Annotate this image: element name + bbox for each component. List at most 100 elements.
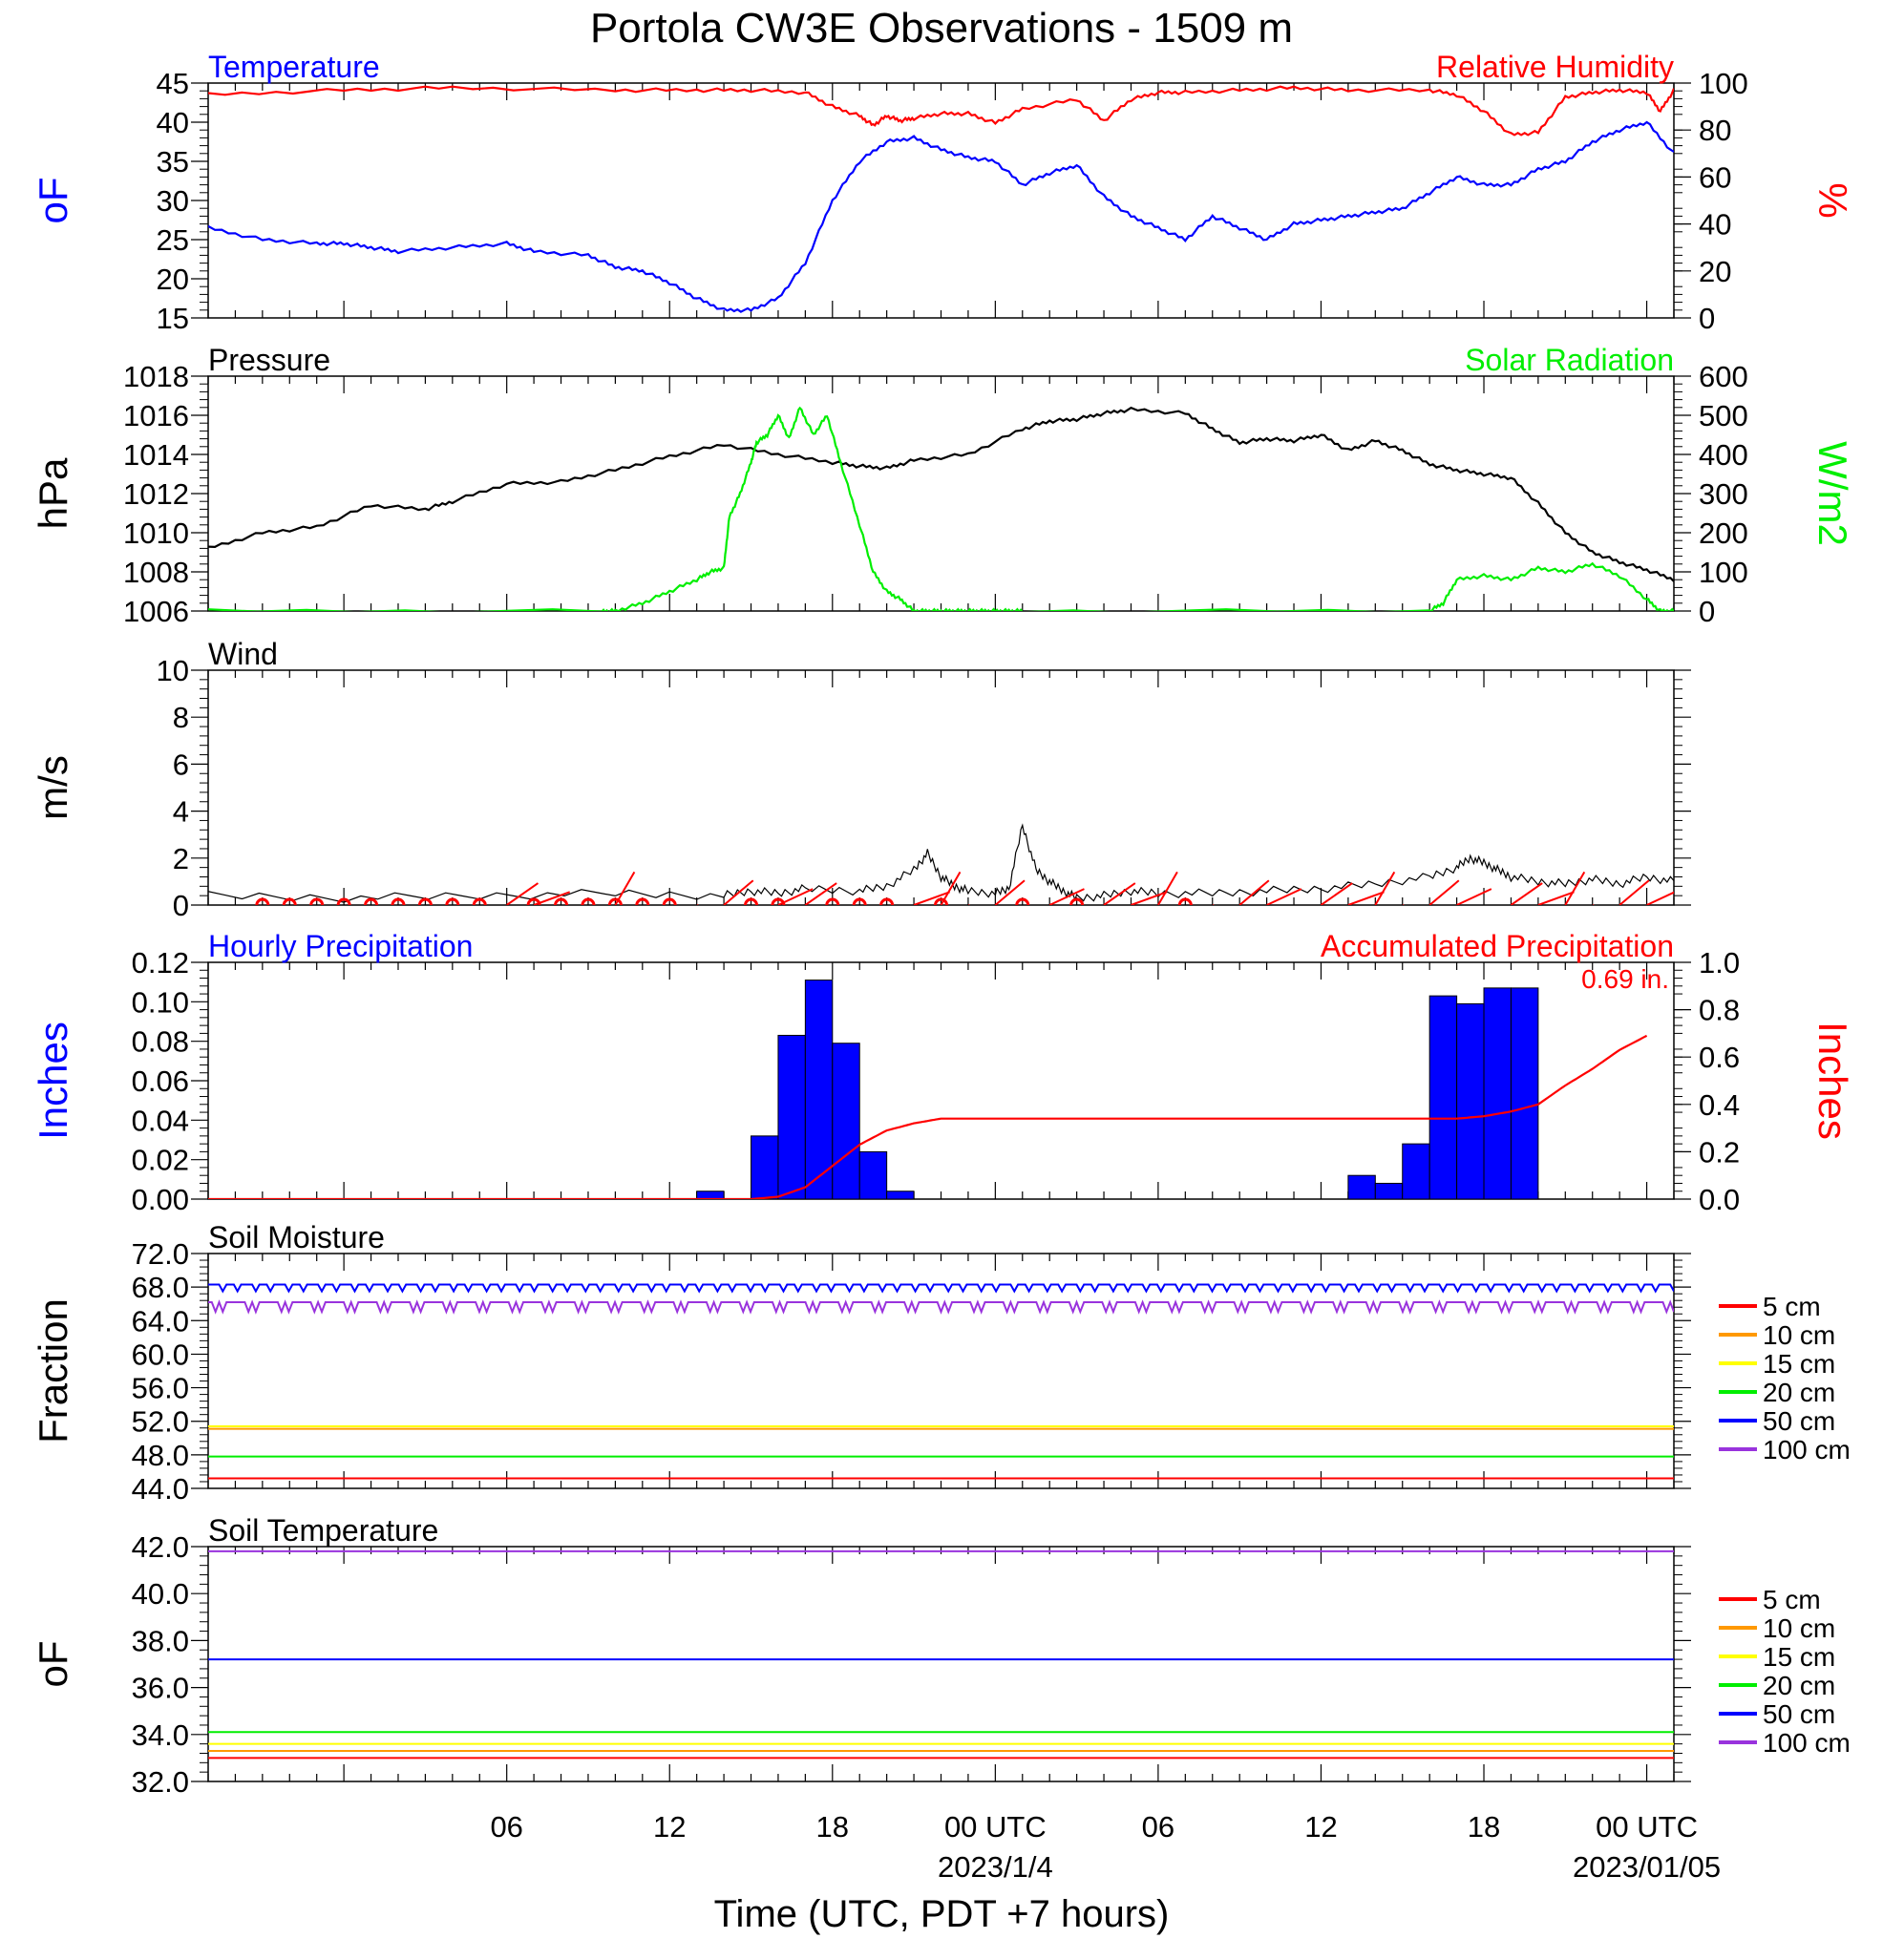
wind-barb: [506, 882, 540, 905]
x-tick-sublabel: 2023/1/4: [938, 1850, 1053, 1884]
legend-label: 20 cm: [1763, 1671, 1835, 1700]
legend-label: 5 cm: [1763, 1585, 1821, 1614]
precip-bar: [1374, 1182, 1404, 1199]
wind-barb: [1131, 891, 1168, 905]
calm-wind-marker: [472, 897, 487, 905]
y-tick-label-left: 1012: [123, 477, 189, 511]
precip-bar: [1428, 995, 1458, 1199]
y-tick-label-left: 1016: [123, 399, 189, 432]
y-axis-label-left: Fraction: [31, 1298, 75, 1444]
plot-frame: [207, 82, 1675, 319]
calm-wind-marker: [662, 897, 677, 905]
precip-bar: [1483, 987, 1512, 1199]
y-tick-label-left: 0.04: [132, 1104, 189, 1137]
calm-wind-marker: [1069, 897, 1085, 905]
wind-barb: [994, 879, 1026, 905]
wind-barb: [1347, 891, 1385, 905]
series-line: [208, 120, 1674, 313]
series-line: [208, 406, 1674, 582]
calm-wind-marker: [852, 897, 867, 905]
y-tick-label-right: 600: [1699, 360, 1748, 393]
wind-barb: [1537, 891, 1575, 905]
x-axis: 06 12 18 00 UTC 2023/1/4 06 12 18 00 UTC 2023/01/…: [490, 1810, 1721, 1884]
wind-barb: [1103, 882, 1136, 905]
panel-title-left: Hourly Precipitation: [208, 929, 473, 963]
y-tick-label-right: 60: [1699, 160, 1731, 194]
y-axis-label-left: oF: [31, 1640, 75, 1687]
wind-panel: 0 2 4 6 8 10 Wind m/s: [31, 637, 1691, 922]
y-tick-label-left: 0.06: [132, 1064, 189, 1098]
y-tick-label-left: 32.0: [132, 1765, 189, 1799]
panel-title-right: Relative Humidity: [1436, 50, 1674, 84]
panel-title-left: Temperature: [208, 50, 380, 84]
plot-frame: [207, 669, 1675, 906]
y-tick-label-right: 80: [1699, 114, 1731, 147]
calm-wind-marker: [417, 897, 433, 905]
precip-bar: [1456, 1002, 1485, 1199]
y-tick-label-left: 60.0: [132, 1338, 189, 1371]
wind-barb: [1564, 871, 1586, 905]
calm-wind-marker: [825, 897, 840, 905]
x-tick-label: 00 UTC: [1596, 1810, 1698, 1844]
wind-barb: [967, 904, 970, 905]
wind-barb: [1428, 879, 1460, 905]
y-tick-label-left: 10: [157, 654, 189, 687]
pressure-solar-panel: 1006 1008 1010 1012 1014 1016 1018 0 100 200 300 40…: [31, 343, 1855, 628]
y-tick-label-left: 40.0: [132, 1577, 189, 1611]
precip-bar: [777, 1034, 806, 1199]
wind-barb: [804, 882, 837, 905]
y-tick-label-left: 64.0: [132, 1304, 189, 1338]
y-tick-label-left: 0.10: [132, 985, 189, 1019]
y-tick-label-right: 1.0: [1699, 946, 1740, 980]
y-tick-label-left: 42.0: [132, 1530, 189, 1564]
y-tick-label-left: 25: [157, 223, 189, 257]
y-tick-label-left: 6: [173, 748, 189, 781]
x-axis-label: Time (UTC, PDT +7 hours): [714, 1893, 1170, 1935]
accumulated-total-annotation: 0.69 in.: [1581, 964, 1669, 994]
plot-frame: [207, 1253, 1675, 1489]
wind-barb: [1266, 888, 1302, 905]
y-axis-label-left: m/s: [31, 755, 75, 820]
precip-bar: [804, 980, 834, 1199]
plot-area: [208, 980, 1648, 1199]
wind-barb: [533, 891, 571, 905]
wind-barb: [1212, 904, 1215, 905]
wind-barb: [1510, 882, 1543, 905]
y-tick-label-left: 35: [157, 145, 189, 179]
series-line: [208, 823, 1674, 903]
legend-label: 20 cm: [1763, 1378, 1835, 1407]
y-tick-label-left: 36.0: [132, 1672, 189, 1705]
y-tick-label-left: 0.08: [132, 1025, 189, 1059]
legend-label: 100 cm: [1763, 1435, 1851, 1465]
calm-wind-marker: [1015, 897, 1030, 905]
precip-bar: [886, 1191, 915, 1199]
y-tick-label-left: 1010: [123, 516, 189, 550]
precip-bar: [696, 1191, 725, 1199]
y-tick-label-left: 72.0: [132, 1237, 189, 1271]
y-tick-label-left: 15: [157, 302, 189, 335]
y-tick-label-left: 68.0: [132, 1271, 189, 1304]
legend-label: 50 cm: [1763, 1406, 1835, 1436]
wind-barb: [723, 879, 754, 905]
y-axis-label-left: oF: [31, 177, 75, 223]
x-tick-label: 18: [816, 1810, 849, 1844]
series-line: [208, 1299, 1674, 1315]
wind-barb: [1320, 882, 1353, 905]
y-tick-label-left: 30: [157, 184, 189, 218]
calm-wind-marker: [255, 897, 270, 905]
precip-bar: [832, 1043, 860, 1199]
soil-temperature-panel: 32.0 34.0 36.0 38.0 40.0 42.0 Soil Temperature…: [31, 1513, 1851, 1799]
wind-barb: [777, 888, 814, 905]
panel-title-left: Soil Temperature: [208, 1513, 438, 1548]
y-tick-label-left: 48.0: [132, 1439, 189, 1472]
calm-wind-marker: [1177, 897, 1193, 905]
y-tick-label-left: 1006: [123, 595, 189, 628]
plot-area: [208, 406, 1674, 611]
calm-wind-marker: [635, 897, 650, 905]
wind-barb: [1456, 888, 1492, 905]
wind-barb: [1374, 871, 1396, 905]
y-tick-label-left: 8: [173, 701, 189, 734]
wind-barb: [940, 871, 962, 905]
wind-barb: [1048, 888, 1085, 905]
